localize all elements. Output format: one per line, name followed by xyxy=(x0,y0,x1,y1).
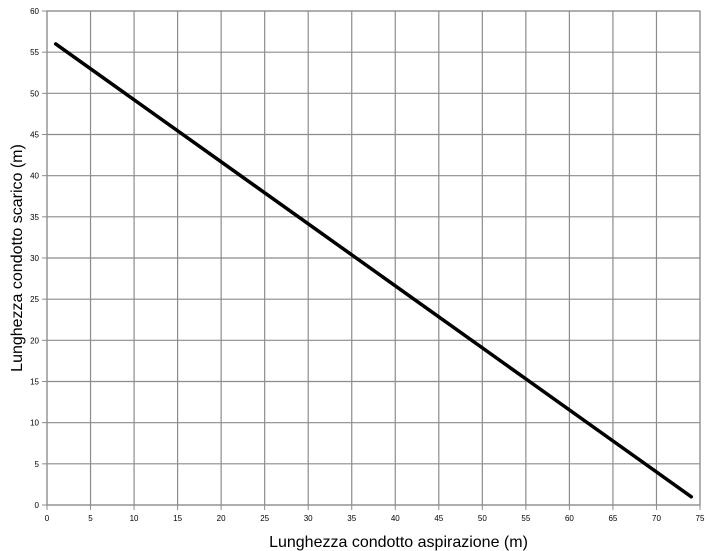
y-tick-label: 20 xyxy=(30,336,39,345)
y-tick-label: 55 xyxy=(30,48,39,57)
y-axis-title: Lunghezza condotto scarico (m) xyxy=(9,144,26,372)
x-tick-label: 10 xyxy=(130,514,139,523)
x-tick-label: 25 xyxy=(260,514,269,523)
x-tick-label: 40 xyxy=(391,514,400,523)
y-tick-label: 5 xyxy=(35,460,40,469)
x-tick-label: 65 xyxy=(608,514,617,523)
y-tick-label: 15 xyxy=(30,378,39,387)
y-tick-label: 0 xyxy=(35,501,40,510)
x-tick-label: 55 xyxy=(521,514,530,523)
y-tick-label: 50 xyxy=(30,89,39,98)
series-layer xyxy=(53,42,694,499)
x-tick-label: 35 xyxy=(347,514,356,523)
x-axis-title: Lunghezza condotto aspirazione (m) xyxy=(269,534,528,551)
y-tick-label: 60 xyxy=(30,7,39,16)
axis-ticks xyxy=(42,10,701,510)
x-tick-label: 70 xyxy=(652,514,661,523)
series-line xyxy=(53,42,694,499)
x-tick-label: 15 xyxy=(173,514,182,523)
y-tick-label: 25 xyxy=(30,295,39,304)
x-tick-label: 0 xyxy=(45,514,50,523)
x-tick-label: 20 xyxy=(217,514,226,523)
y-tick-label: 45 xyxy=(30,131,39,140)
x-tick-label: 50 xyxy=(478,514,487,523)
y-tick-label: 30 xyxy=(30,254,39,263)
tick-labels: 0 5 10 15 20 25 30 35 40 45 50 55 60 65 70 75 0 5 10 15 20 25… xyxy=(30,7,705,523)
x-tick-label: 75 xyxy=(696,514,705,523)
x-tick-label: 60 xyxy=(565,514,574,523)
x-tick-label: 5 xyxy=(88,514,93,523)
x-tick-label: 45 xyxy=(434,514,443,523)
y-tick-label: 35 xyxy=(30,213,39,222)
y-tick-label: 10 xyxy=(30,419,39,428)
y-tick-label: 40 xyxy=(30,172,39,181)
x-tick-label: 30 xyxy=(304,514,313,523)
